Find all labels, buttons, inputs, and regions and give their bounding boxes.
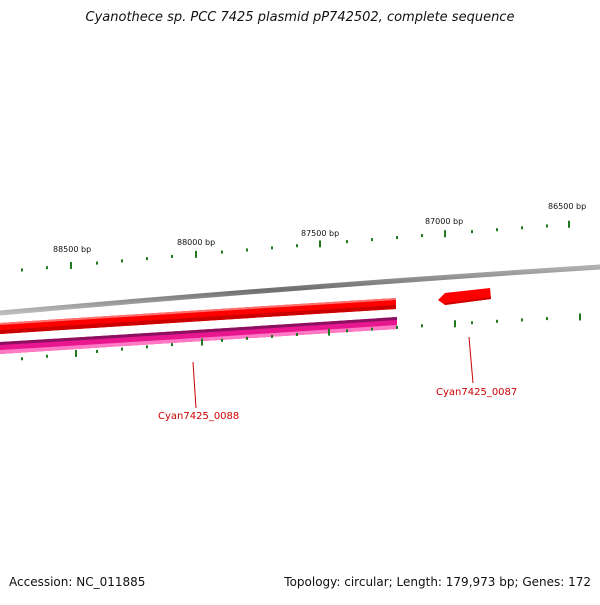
label-leader-0088 [192, 361, 197, 409]
lower-scale-ticks [21, 313, 581, 361]
scale-label: 86500 bp [548, 202, 586, 211]
label-leader-0087 [468, 336, 474, 384]
gene-label-0088: Cyan7425_0088 [158, 411, 239, 422]
sequence-backbone [0, 264, 600, 316]
gene-label-0087: Cyan7425_0087 [436, 387, 517, 398]
gene-bar-reverse-highlight [0, 325, 397, 354]
gene-arrow-0087-shade [445, 297, 491, 305]
scale-label: 87500 bp [301, 229, 339, 238]
map-title: Cyanothece sp. PCC 7425 plasmid pP742502… [85, 10, 515, 25]
scale-label: 87000 bp [425, 217, 463, 226]
accession-text: Accession: NC_011885 [9, 575, 146, 589]
gene-bar-reverse-shade [0, 317, 397, 345]
scale-label: 88000 bp [177, 238, 215, 247]
scale-label: 88500 bp [53, 245, 91, 254]
gene-bar-forward-highlight [0, 298, 396, 325]
upper-scale-ticks [21, 220, 570, 272]
topology-summary: Topology: circular; Length: 179,973 bp; … [284, 575, 591, 589]
gene-arrow-0087 [438, 288, 491, 305]
gene-bar-forward-shade [0, 305, 396, 334]
scale-labels: 88500 bp 88000 bp 87500 bp 87000 bp 86500 bp [53, 202, 586, 254]
